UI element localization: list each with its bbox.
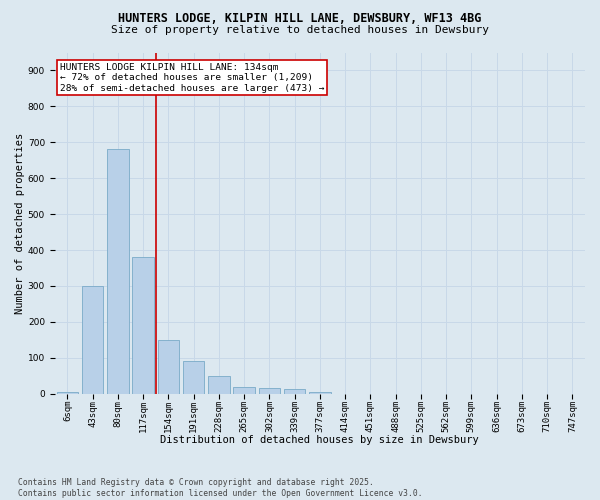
Text: HUNTERS LODGE, KILPIN HILL LANE, DEWSBURY, WF13 4BG: HUNTERS LODGE, KILPIN HILL LANE, DEWSBUR… <box>118 12 482 26</box>
Bar <box>233 386 255 394</box>
Bar <box>284 390 305 394</box>
Bar <box>133 257 154 394</box>
Bar <box>107 150 128 394</box>
Text: HUNTERS LODGE KILPIN HILL LANE: 134sqm
← 72% of detached houses are smaller (1,2: HUNTERS LODGE KILPIN HILL LANE: 134sqm ←… <box>60 62 325 92</box>
Bar <box>259 388 280 394</box>
Bar <box>208 376 230 394</box>
Text: Contains HM Land Registry data © Crown copyright and database right 2025.
Contai: Contains HM Land Registry data © Crown c… <box>18 478 422 498</box>
Bar <box>183 362 205 394</box>
X-axis label: Distribution of detached houses by size in Dewsbury: Distribution of detached houses by size … <box>161 435 479 445</box>
Y-axis label: Number of detached properties: Number of detached properties <box>15 132 25 314</box>
Bar <box>82 286 103 394</box>
Text: Size of property relative to detached houses in Dewsbury: Size of property relative to detached ho… <box>111 25 489 35</box>
Bar <box>158 340 179 394</box>
Bar <box>56 392 78 394</box>
Bar <box>309 392 331 394</box>
